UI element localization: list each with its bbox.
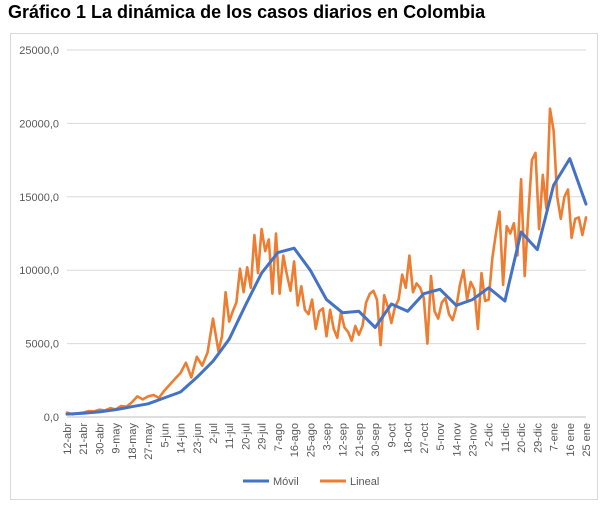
y-tick-label: 10000,0 — [19, 265, 59, 277]
x-tick-label: 21-abr — [78, 423, 90, 455]
x-tick-label: 27-may — [143, 423, 155, 460]
y-tick-label: 0,0 — [44, 412, 59, 424]
legend-label: Lineal — [350, 476, 379, 488]
x-tick-label: 29-dic — [532, 423, 544, 453]
x-tick-label: 3-sep — [322, 423, 334, 451]
x-tick-label: 18-oct — [403, 423, 415, 454]
y-tick-label: 5000,0 — [25, 339, 59, 351]
x-tick-label: 7-ago — [273, 423, 285, 451]
x-tick-label: 7-ene — [549, 423, 561, 451]
x-tick-label: 25-ago — [305, 423, 317, 457]
x-tick-label: 21-sep — [354, 423, 366, 457]
gridlines — [67, 49, 586, 345]
x-tick-label: 30-sep — [370, 423, 382, 457]
x-tick-label: 18-may — [127, 423, 139, 460]
y-tick-label: 20000,0 — [19, 118, 59, 130]
legend: Móvil Lineal — [243, 476, 379, 488]
page-title: Gráfico 1 La dinámica de los casos diari… — [8, 2, 486, 22]
x-tick-label: 16-ago — [289, 423, 301, 457]
x-axis-ticks: 12-abr 21-abr 30-abr 9-may 18-may 27-may 5-jun… — [62, 423, 593, 460]
x-tick-label: 29-jul — [257, 423, 269, 450]
x-tick-label: 12-sep — [338, 423, 350, 457]
x-tick-label: 2-jul — [208, 423, 220, 444]
series-line-movil — [65, 157, 588, 416]
y-tick-label: 15000,0 — [19, 192, 59, 204]
x-tick-label: 9-oct — [386, 423, 398, 447]
x-tick-label: 5-nov — [435, 423, 447, 451]
x-tick-label: 9-may — [111, 423, 123, 454]
x-tick-label: 30-abr — [94, 423, 106, 455]
x-tick-label: 14-jun — [176, 423, 188, 454]
chart-frame: 0,0 5000,0 10000,0 15000,0 20000,0 25000,0 12… — [10, 33, 598, 500]
y-tick-label: 25000,0 — [19, 45, 59, 57]
x-tick-label: 5-jun — [159, 423, 171, 447]
series-lines — [65, 107, 588, 416]
y-axis-ticks: 0,0 5000,0 10000,0 15000,0 20000,0 25000,0 — [19, 45, 59, 424]
x-tick-label: 27-oct — [419, 423, 431, 454]
x-tick-label: 23-jun — [192, 423, 204, 454]
x-tick-label: 25 ene — [581, 423, 593, 457]
line-chart: 0,0 5000,0 10000,0 15000,0 20000,0 25000,0 12… — [19, 45, 593, 488]
x-tick-label: 2-dic — [484, 423, 496, 447]
x-tick-label: 20-jul — [240, 423, 252, 450]
series-line-lineal — [65, 107, 588, 416]
x-tick-label: 11-jul — [224, 423, 236, 449]
x-tick-label: 16 ene — [565, 423, 577, 457]
legend-label: Móvil — [273, 476, 299, 488]
x-tick-label: 23-nov — [467, 423, 479, 457]
x-tick-label: 12-abr — [62, 423, 74, 455]
x-tick-label: 20-dic — [516, 423, 528, 453]
x-tick-label: 14-nov — [451, 423, 463, 457]
x-tick-label: 11-dic — [500, 423, 512, 453]
